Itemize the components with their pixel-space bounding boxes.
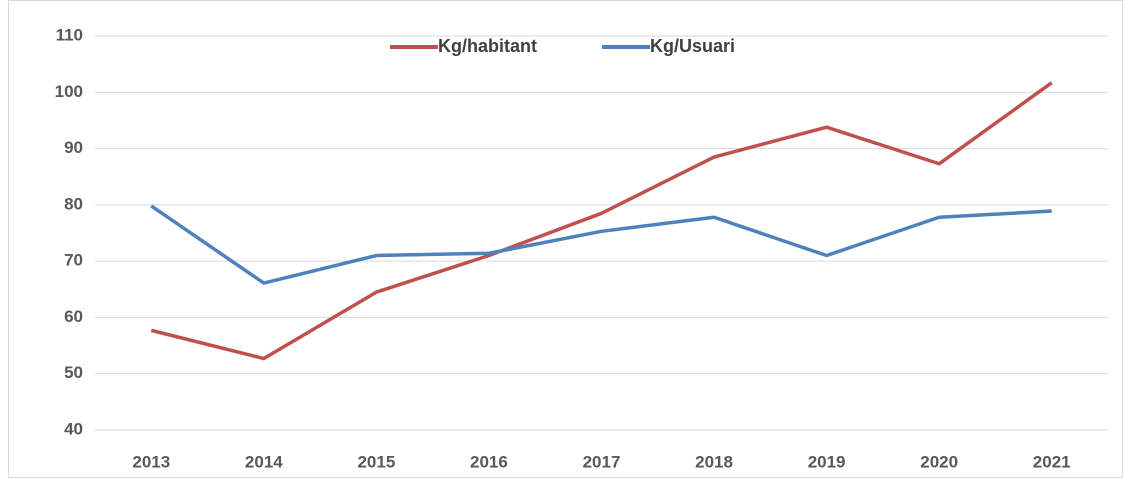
x-tick-label: 2014 [245, 452, 283, 471]
y-tick-label: 110 [56, 25, 83, 44]
y-tick-label: 60 [64, 307, 83, 326]
x-tick-label: 2016 [470, 452, 508, 471]
series-line [150, 204, 1052, 285]
x-tick-label: 2020 [920, 452, 958, 471]
legend-label: Kg/Usuari [650, 36, 735, 56]
x-tick-label: 2019 [808, 452, 846, 471]
y-tick-label: 80 [64, 194, 83, 213]
y-tick-label: 50 [64, 363, 83, 382]
x-tick-label: 2017 [583, 452, 621, 471]
x-tick-label: 2013 [132, 452, 170, 471]
legend-label: Kg/habitant [438, 36, 537, 56]
x-tick-label: 2015 [357, 452, 395, 471]
x-tick-label: 2021 [1033, 452, 1071, 471]
series-line [150, 81, 1053, 361]
y-tick-label: 90 [64, 138, 83, 157]
y-tick-label: 40 [64, 419, 83, 438]
x-tick-label: 2018 [695, 452, 733, 471]
y-tick-label: 100 [55, 82, 83, 101]
y-tick-label: 70 [64, 251, 83, 270]
